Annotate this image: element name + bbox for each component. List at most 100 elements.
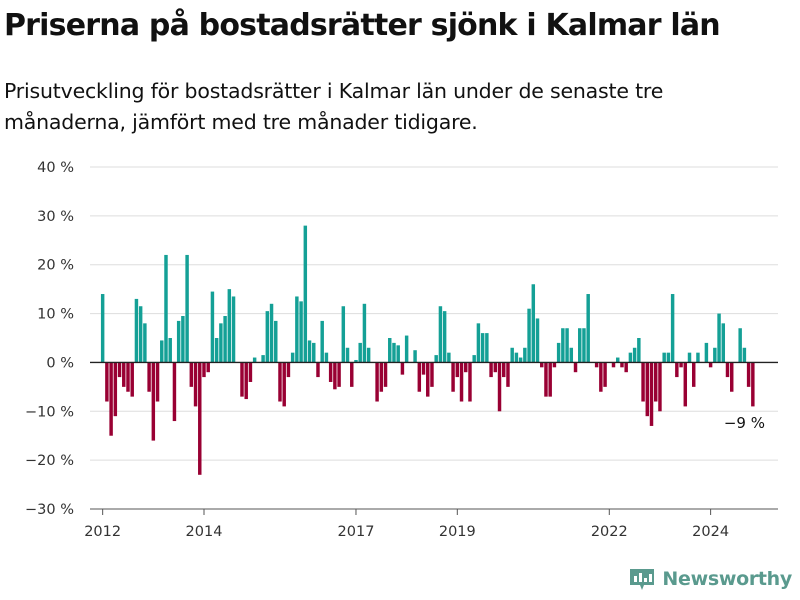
bar: [430, 362, 434, 387]
x-tick-label: 2012: [84, 524, 121, 540]
bar: [265, 311, 270, 363]
bar: [523, 347, 527, 363]
x-tick-label: 2014: [186, 524, 223, 540]
bar: [147, 362, 151, 392]
bar: [472, 355, 476, 363]
y-tick-label: −30 %: [25, 502, 74, 518]
bar: [307, 340, 312, 363]
bar: [561, 328, 565, 363]
bar: [552, 362, 557, 368]
last-value-label: −9 %: [724, 414, 765, 432]
brand-name: Newsworthy: [662, 568, 792, 590]
bar: [616, 357, 620, 363]
bar: [451, 362, 455, 392]
bar: [214, 338, 219, 363]
bar: [274, 320, 278, 363]
bar: [514, 352, 519, 363]
bar: [130, 362, 134, 397]
bar: [126, 362, 130, 392]
bar: [683, 362, 688, 407]
bar: [603, 362, 607, 387]
bar: [662, 352, 666, 363]
bar: [455, 362, 460, 378]
bar: [730, 362, 734, 392]
bars: [100, 225, 755, 475]
x-tick-label: 2019: [439, 524, 476, 540]
bar: [193, 362, 198, 407]
bar: [654, 362, 658, 402]
y-tick-label: −10 %: [25, 404, 74, 420]
bar: [320, 320, 324, 363]
y-tick-label: 10 %: [37, 307, 74, 323]
bar: [341, 306, 346, 363]
bar: [168, 338, 172, 363]
bar: [333, 362, 337, 390]
bar: [649, 362, 654, 426]
bar: [388, 338, 392, 363]
bar: [725, 362, 730, 378]
x-tick-label: 2024: [692, 524, 729, 540]
bar: [544, 362, 548, 397]
bar: [337, 362, 341, 387]
bar: [485, 333, 489, 363]
y-axis-tick-labels: 40 % 30 % 20 % 10 % 0 % −10 % −20 % −30 %: [25, 160, 74, 518]
bar: [202, 362, 206, 378]
bar: [248, 362, 253, 382]
bar: [632, 347, 637, 363]
y-tick-label: 20 %: [37, 258, 74, 274]
bar: [738, 328, 742, 363]
bar: [464, 362, 468, 373]
bar: [742, 347, 747, 363]
bar: [155, 362, 160, 402]
bar: [354, 359, 358, 363]
bar: [641, 362, 645, 402]
bar: [400, 362, 405, 375]
bar: [493, 362, 498, 373]
bar: [599, 362, 603, 392]
bar: [312, 342, 316, 363]
bar: [358, 342, 362, 363]
bar: [375, 362, 379, 402]
bar: [658, 362, 662, 412]
bar: [138, 306, 143, 363]
bar: [721, 323, 726, 363]
bar: [438, 306, 443, 363]
bar: [708, 362, 713, 368]
bar: [628, 352, 633, 363]
bar: [594, 362, 599, 368]
bar: [687, 352, 692, 363]
bar: [185, 254, 189, 363]
bar: [134, 298, 139, 363]
bar: [206, 362, 210, 373]
bar: [582, 328, 586, 363]
bar: [426, 362, 430, 397]
bar: [172, 362, 177, 422]
bar: [506, 362, 510, 387]
bar: [510, 347, 514, 363]
bar: [240, 362, 244, 397]
bar: [502, 362, 506, 378]
bar: [396, 345, 400, 363]
bar: [261, 355, 265, 363]
bar: [269, 303, 274, 363]
bar: [316, 362, 320, 378]
bar: [151, 362, 156, 441]
bar: [573, 362, 578, 373]
bar: [278, 362, 282, 402]
bar: [105, 362, 109, 402]
bar: [345, 347, 350, 363]
x-tick-label: 2022: [591, 524, 628, 540]
bar: [227, 289, 232, 363]
bar: [231, 296, 236, 363]
bar: [383, 362, 388, 387]
bar: [244, 362, 248, 400]
bar: [468, 362, 472, 402]
bar: [299, 301, 303, 363]
bar: [489, 362, 493, 378]
bar: [548, 362, 552, 397]
bar: [100, 294, 105, 363]
bar: [611, 362, 616, 368]
bar: [198, 362, 202, 475]
bar: [303, 225, 308, 363]
